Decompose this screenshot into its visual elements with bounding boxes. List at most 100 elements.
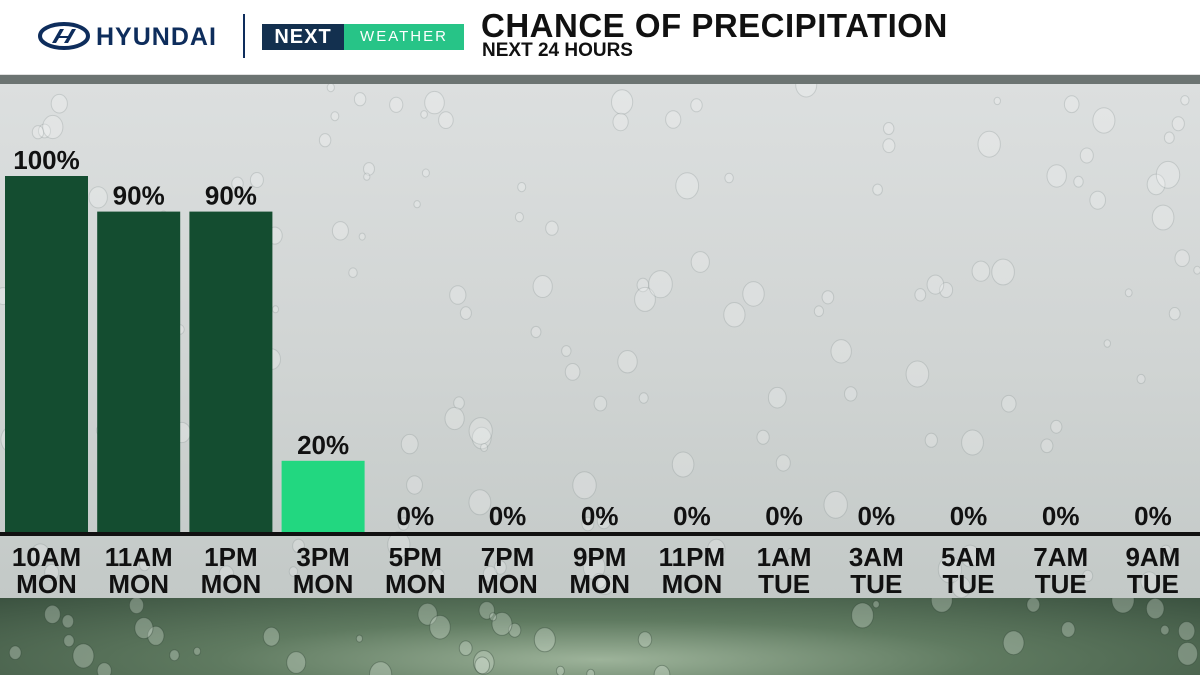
water-droplet xyxy=(634,286,656,312)
water-droplet xyxy=(30,543,51,567)
water-droplet xyxy=(369,661,393,675)
water-droplet xyxy=(586,668,596,675)
water-droplet xyxy=(1174,249,1190,267)
water-droplet xyxy=(1168,307,1181,321)
x-tick-time-label: 5PM xyxy=(389,542,442,572)
water-droplet xyxy=(813,305,825,317)
water-droplet xyxy=(8,645,22,661)
water-droplet xyxy=(459,306,472,320)
water-droplet xyxy=(272,305,279,314)
water-droplet xyxy=(993,96,1001,106)
water-droplet xyxy=(42,114,64,140)
brand-weather: WEATHER xyxy=(344,24,464,50)
water-droplet xyxy=(530,325,542,339)
water-droplet xyxy=(872,183,883,196)
water-droplet xyxy=(482,565,498,583)
water-droplet xyxy=(675,172,700,200)
water-droplet xyxy=(612,112,629,132)
x-tick-time-label: 9PM xyxy=(573,542,626,572)
water-droplet xyxy=(438,111,454,129)
water-droplet xyxy=(138,558,151,572)
water-droplet xyxy=(468,489,492,516)
sponsor-name: HYUNDAI xyxy=(96,23,217,51)
header-divider xyxy=(243,14,245,58)
water-droplet xyxy=(1136,373,1146,385)
x-tick-time-label: 7PM xyxy=(481,542,534,572)
water-droplet xyxy=(406,475,423,495)
water-droplet xyxy=(413,200,421,209)
water-droplet xyxy=(1145,598,1165,620)
water-droplet xyxy=(63,634,75,648)
precip-bar-chart: 100%10AMMON90%11AMMON90%1PMMON20%3PMMON0… xyxy=(0,145,1200,598)
water-droplet xyxy=(971,260,991,282)
water-droplet xyxy=(564,363,581,381)
water-droplet xyxy=(775,454,791,472)
water-droplet xyxy=(648,270,673,299)
water-droplet xyxy=(473,650,495,675)
water-droplet xyxy=(348,267,358,278)
x-tick-day-label: TUE xyxy=(943,569,995,598)
bar-value-label: 0% xyxy=(950,501,988,531)
water-droplet xyxy=(1151,204,1175,231)
water-droplet xyxy=(1079,147,1094,164)
water-droplet xyxy=(1146,173,1166,196)
water-droplet xyxy=(723,302,746,328)
water-droplet xyxy=(88,186,108,209)
water-droplet xyxy=(1124,288,1133,298)
water-droplet xyxy=(387,531,411,558)
water-droplet xyxy=(1026,598,1041,613)
header-bar: HYUNDAI NEXT WEATHER CHANCE OF PRECIPITA… xyxy=(0,0,1200,76)
water-droplet xyxy=(453,396,465,410)
x-tick-day-label: MON xyxy=(108,569,169,598)
water-droplet xyxy=(134,617,154,640)
water-droplet xyxy=(1061,621,1076,638)
x-tick-day-label: MON xyxy=(385,569,446,598)
water-droplet xyxy=(491,611,513,636)
water-droplet xyxy=(977,130,1001,158)
water-droplet xyxy=(1063,95,1080,114)
water-droplet xyxy=(193,646,202,656)
bar-value-label: 90% xyxy=(113,181,165,211)
water-droplet xyxy=(1163,131,1175,144)
water-droplet xyxy=(883,122,895,135)
water-droplet xyxy=(147,625,165,646)
water-droplet xyxy=(363,162,375,176)
precip-bar xyxy=(189,211,273,532)
water-droplet xyxy=(671,451,695,478)
water-droplet xyxy=(471,426,492,450)
water-droplet xyxy=(38,123,51,139)
water-droplet xyxy=(1177,641,1199,666)
water-droplet xyxy=(592,572,607,589)
water-droplet xyxy=(1160,624,1170,636)
x-tick-day-label: TUE xyxy=(850,569,902,598)
water-droplet xyxy=(653,664,671,675)
water-droplet xyxy=(690,98,703,113)
water-droplet xyxy=(1040,438,1054,454)
water-droplet xyxy=(930,598,953,613)
water-droplet xyxy=(169,649,180,662)
water-droplet xyxy=(489,612,497,622)
water-droplet xyxy=(991,258,1015,286)
water-droplet xyxy=(286,651,307,674)
water-droplet xyxy=(397,517,410,531)
x-tick-day-label: MON xyxy=(477,569,538,598)
water-droplet xyxy=(533,627,556,653)
x-tick-day-label: TUE xyxy=(1035,569,1087,598)
brand-next: NEXT xyxy=(262,24,344,50)
water-droplet xyxy=(1155,160,1181,189)
water-droplet xyxy=(572,471,597,500)
water-droplet xyxy=(1002,630,1025,656)
water-droplet xyxy=(914,288,927,302)
water-droplet xyxy=(637,631,653,648)
x-tick-time-label: 3PM xyxy=(296,542,349,572)
water-droplet xyxy=(493,560,507,575)
water-droplet xyxy=(961,429,984,456)
water-droplet xyxy=(1073,175,1084,188)
water-droplet xyxy=(582,554,606,581)
x-tick-day-label: MON xyxy=(569,569,630,598)
top-strip xyxy=(0,75,1200,84)
water-droplet xyxy=(1171,116,1185,132)
page-title: CHANCE OF PRECIPITATION xyxy=(481,7,948,44)
x-tick-time-label: 10AM xyxy=(12,542,81,572)
x-tick-time-label: 11PM xyxy=(659,542,726,572)
